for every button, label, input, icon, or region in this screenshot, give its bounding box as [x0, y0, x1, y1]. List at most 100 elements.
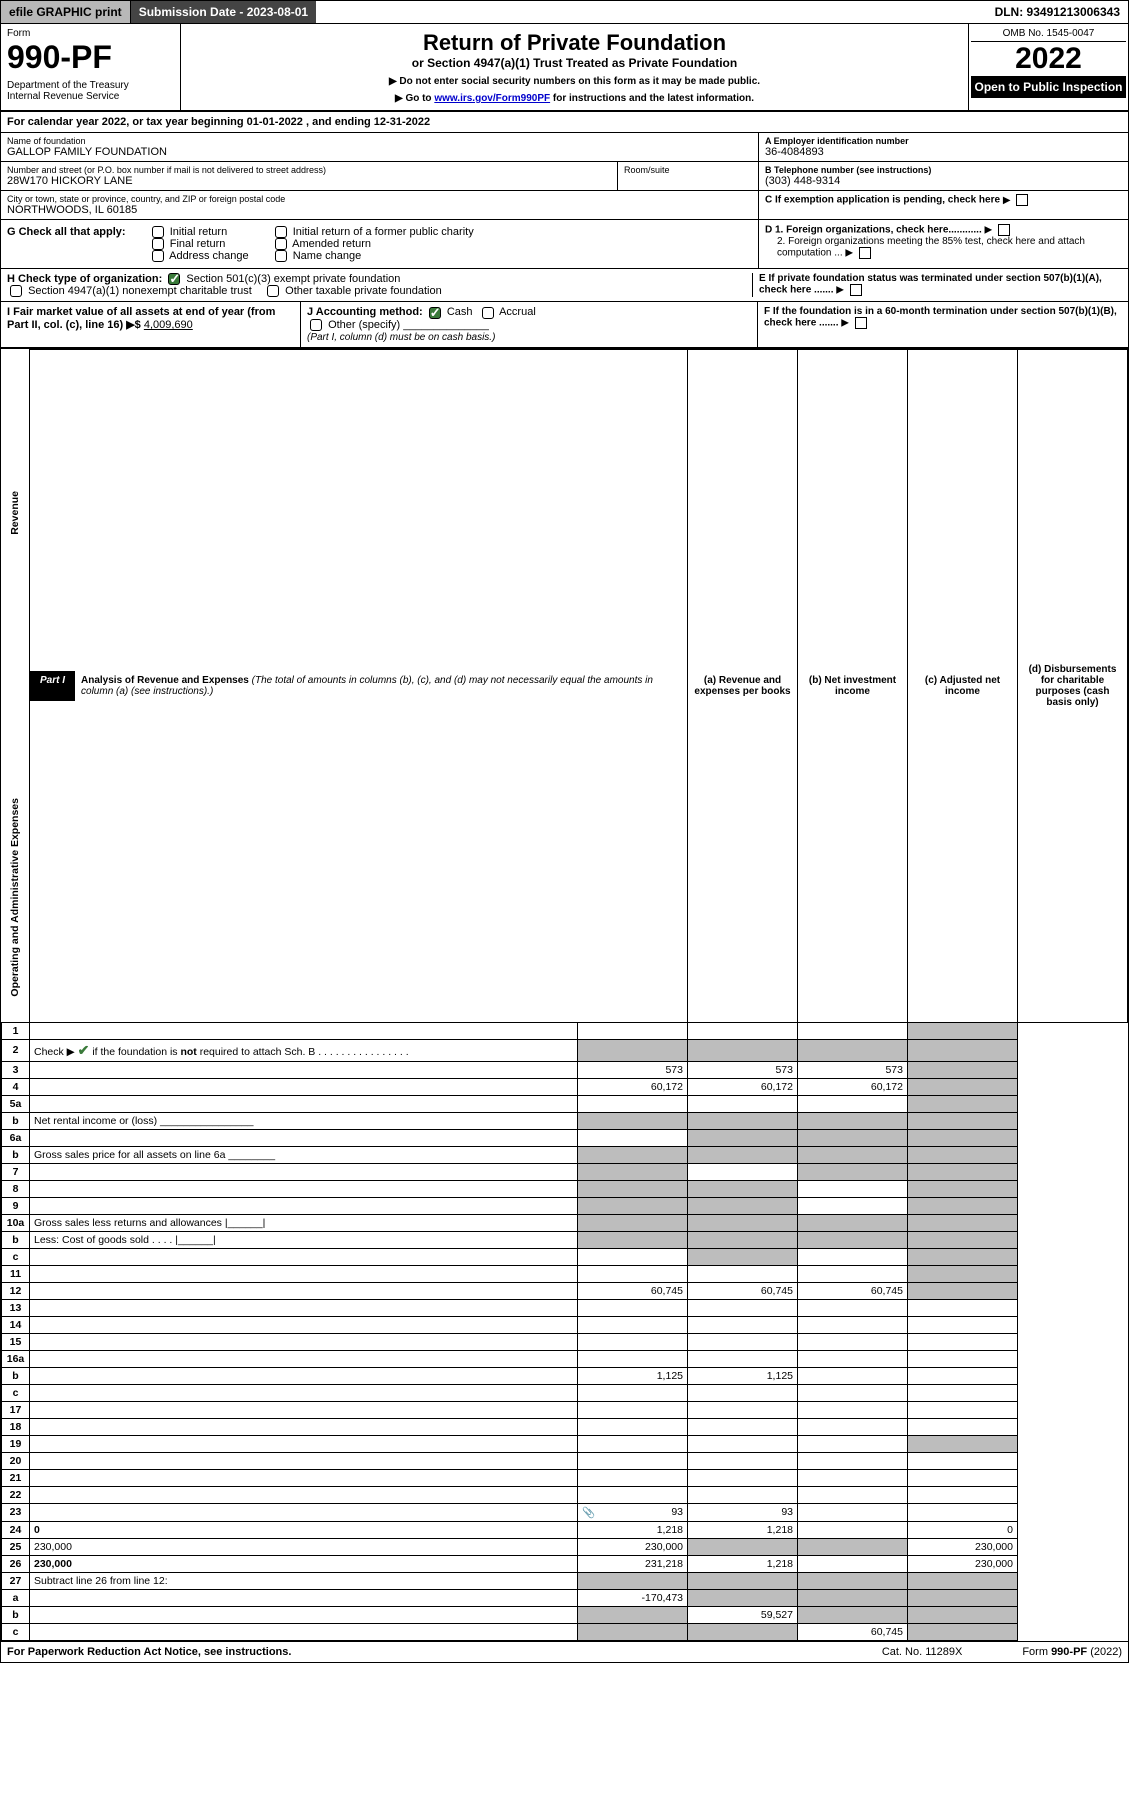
d2-checkbox[interactable] [859, 247, 871, 259]
row-num: c [2, 1623, 30, 1640]
address: 28W170 HICKORY LANE [7, 175, 611, 187]
cell-b: 59,527 [688, 1606, 798, 1623]
efile-print-button[interactable]: efile GRAPHIC print [1, 1, 131, 23]
h-501c3-checkbox[interactable] [168, 273, 180, 285]
cell-b [688, 1316, 798, 1333]
h-opt-1: Section 501(c)(3) exempt private foundat… [186, 273, 400, 285]
g-amended[interactable] [275, 238, 287, 250]
cell-a: -170,473 [578, 1589, 688, 1606]
form-container: efile GRAPHIC print Submission Date - 20… [0, 0, 1129, 1663]
row-desc [30, 1469, 578, 1486]
col-c-header: (c) Adjusted net income [908, 349, 1018, 1022]
cell-c [798, 1503, 908, 1521]
form-label: Form [7, 28, 174, 39]
d1-checkbox[interactable] [998, 224, 1010, 236]
c-checkbox[interactable] [1016, 194, 1028, 206]
cell-b [688, 1112, 798, 1129]
row-desc: Gross sales price for all assets on line… [30, 1146, 578, 1163]
cell-c [798, 1129, 908, 1146]
j-accrual-checkbox[interactable] [482, 307, 494, 319]
g-final-return[interactable] [152, 238, 164, 250]
row-num: 18 [2, 1418, 30, 1435]
cell-a [578, 1350, 688, 1367]
row-desc [30, 1503, 578, 1521]
row-desc [30, 1180, 578, 1197]
g-initial-former[interactable] [275, 226, 287, 238]
table-row: 8 [2, 1180, 1128, 1197]
footer-right: Form 990-PF (2022) [1022, 1646, 1122, 1658]
cell-a [578, 1146, 688, 1163]
cell-a [578, 1606, 688, 1623]
cell-a: 1,218 [578, 1521, 688, 1538]
cell-a [578, 1265, 688, 1282]
foundation-name: GALLOP FAMILY FOUNDATION [7, 146, 752, 158]
row-num: b [2, 1231, 30, 1248]
cell-b [688, 1623, 798, 1640]
cell-b [688, 1572, 798, 1589]
cell-a [578, 1469, 688, 1486]
f-checkbox[interactable] [855, 317, 867, 329]
cell-a [578, 1180, 688, 1197]
cell-c [798, 1435, 908, 1452]
cell-a [578, 1418, 688, 1435]
cell-d: 0 [908, 1521, 1018, 1538]
g-opt-0: Initial return [170, 226, 227, 238]
g-address-change[interactable] [152, 250, 164, 262]
footer-mid: Cat. No. 11289X [882, 1646, 963, 1658]
g-initial-return[interactable] [152, 226, 164, 238]
cell-a [578, 1401, 688, 1418]
cell-d: 230,000 [908, 1538, 1018, 1555]
cell-d [908, 1248, 1018, 1265]
irs-link[interactable]: www.irs.gov/Form990PF [434, 93, 550, 104]
phone: (303) 448-9314 [765, 175, 1122, 187]
row-desc [30, 1078, 578, 1095]
col-a-header: (a) Revenue and expenses per books [688, 349, 798, 1022]
row-desc: Check ▶ ✔ if the foundation is not requi… [30, 1039, 578, 1061]
tax-year: 2022 [971, 42, 1126, 76]
cell-d [908, 1163, 1018, 1180]
cell-a [578, 1129, 688, 1146]
cell-d [908, 1197, 1018, 1214]
table-row: a-170,473 [2, 1589, 1128, 1606]
cell-d: 230,000 [908, 1555, 1018, 1572]
cell-d [908, 1418, 1018, 1435]
row-desc: Gross sales less returns and allowances … [30, 1214, 578, 1231]
cell-a: 1,125 [578, 1367, 688, 1384]
row-num: 26 [2, 1555, 30, 1572]
row-num: 1 [2, 1022, 30, 1039]
cell-c [798, 1521, 908, 1538]
j-other-checkbox[interactable] [310, 319, 322, 331]
e-checkbox[interactable] [850, 284, 862, 296]
row-num: c [2, 1384, 30, 1401]
col-d-header: (d) Disbursements for charitable purpose… [1018, 349, 1128, 1022]
j-cash-checkbox[interactable] [429, 307, 441, 319]
cell-c [798, 1469, 908, 1486]
row-num: 19 [2, 1435, 30, 1452]
cell-c [798, 1095, 908, 1112]
cell-a: 231,218 [578, 1555, 688, 1572]
addr-label: Number and street (or P.O. box number if… [7, 165, 611, 175]
row-desc [30, 1350, 578, 1367]
cell-c [798, 1180, 908, 1197]
row-num: 20 [2, 1452, 30, 1469]
table-row: 3573573573 [2, 1061, 1128, 1078]
cell-b [688, 1214, 798, 1231]
h-other-checkbox[interactable] [267, 285, 279, 297]
cell-d [908, 1401, 1018, 1418]
row-desc [30, 1129, 578, 1146]
row-desc [30, 1299, 578, 1316]
cell-d [908, 1095, 1018, 1112]
cell-b [688, 1248, 798, 1265]
topbar: efile GRAPHIC print Submission Date - 20… [1, 1, 1128, 24]
cell-a [578, 1214, 688, 1231]
cell-c [798, 1231, 908, 1248]
cell-b [688, 1146, 798, 1163]
cell-d [908, 1146, 1018, 1163]
footer: For Paperwork Reduction Act Notice, see … [1, 1641, 1128, 1662]
g-name-change[interactable] [275, 250, 287, 262]
cell-a: 60,172 [578, 1078, 688, 1095]
cell-a [578, 1039, 688, 1061]
phone-label: B Telephone number (see instructions) [765, 165, 1122, 175]
row-num: 8 [2, 1180, 30, 1197]
h-4947-checkbox[interactable] [10, 285, 22, 297]
